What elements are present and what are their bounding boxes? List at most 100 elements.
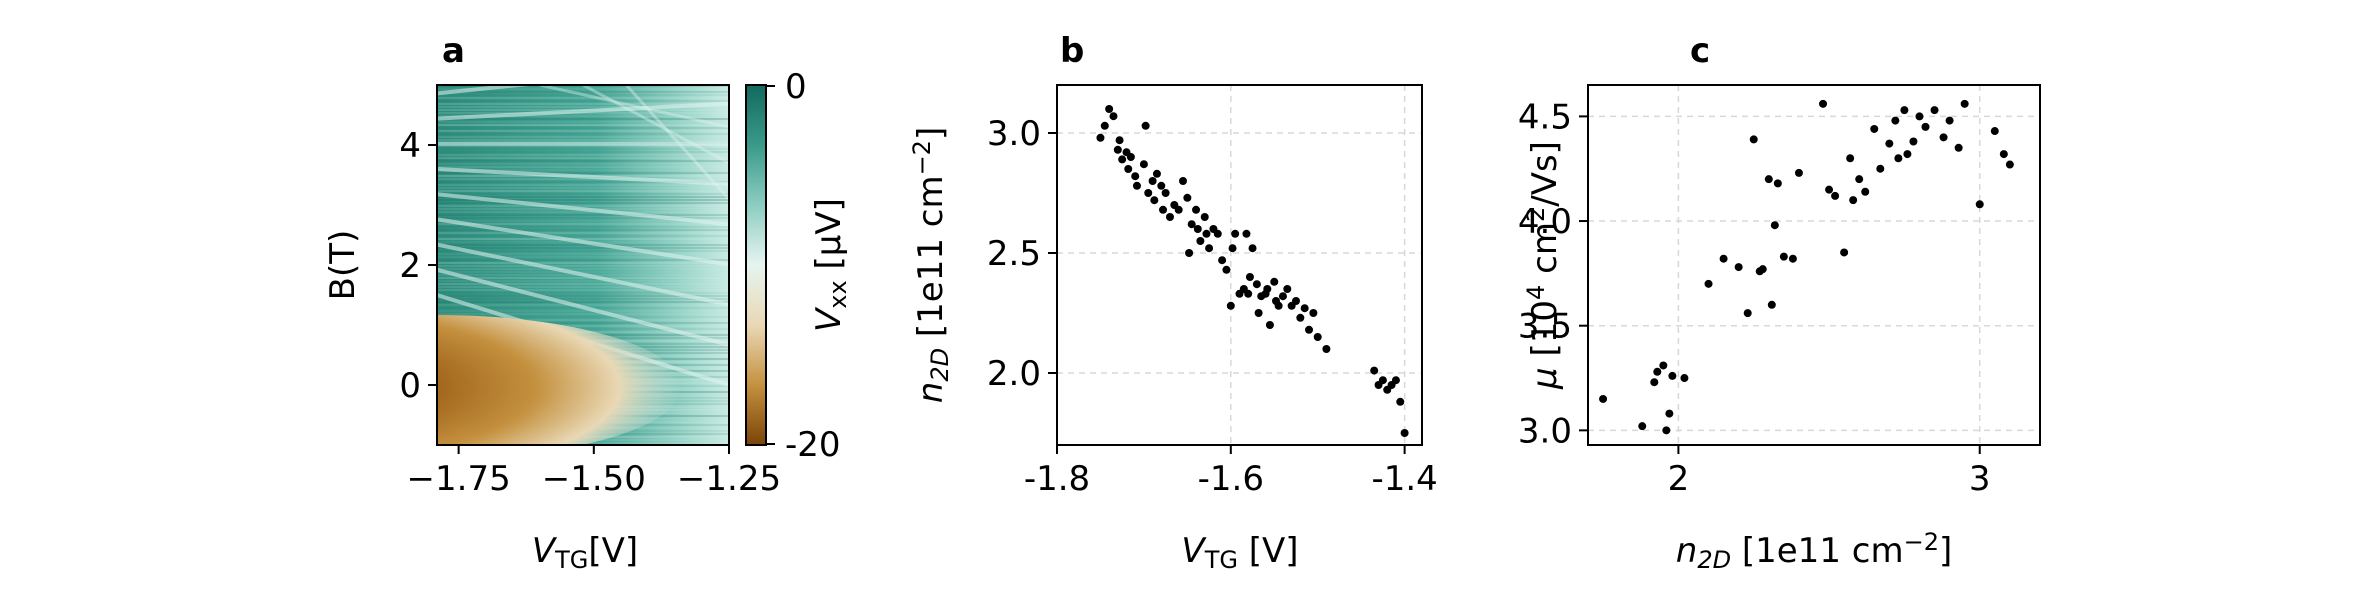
panel-b-point (1159, 205, 1168, 214)
heatmap-stripe (437, 181, 729, 183)
panel-c-point (1921, 122, 1930, 131)
heatmap-stripe (437, 148, 729, 150)
panel-c-point (1945, 116, 1954, 125)
panel-c-point (1831, 191, 1840, 200)
panel-b-point (1228, 244, 1237, 253)
heatmap-stripe (437, 289, 729, 291)
a-xtick-label: −1.50 (542, 459, 646, 499)
heatmap-fan-line (625, 85, 729, 201)
heatmap-stripe (437, 187, 729, 189)
heatmap-stripe (437, 115, 729, 117)
panel-c-point (1861, 187, 1870, 196)
heatmap-stripe (437, 316, 729, 318)
panel-b-xlabel: VTG [V] (1181, 531, 1298, 574)
heatmap-stripe (437, 217, 729, 219)
panel-c-point (1849, 196, 1858, 205)
heatmap-stripe (437, 301, 729, 303)
panel-c-point (1680, 374, 1689, 383)
panel-c-point (1903, 150, 1912, 159)
heatmap-stripe (437, 223, 729, 225)
panel-b-point (1126, 153, 1135, 161)
panel-b-point (1400, 429, 1409, 437)
c-ytick-label: 4.0 (1518, 202, 1572, 242)
b-ytick-label: 2.0 (987, 354, 1041, 394)
panel-c-point (1599, 394, 1608, 403)
panel-b-point (1124, 165, 1133, 173)
panel-c-point (1653, 367, 1662, 376)
heatmap-stripe (437, 247, 729, 249)
heatmap-stripe (437, 238, 729, 240)
panel-b-point (1378, 376, 1387, 385)
panel-b-point (1192, 205, 1201, 214)
panel-b-points (1096, 105, 1409, 437)
panel-a-x-axis: −1.75 −1.50 −1.25 (407, 445, 781, 499)
panel-c-point (1734, 263, 1743, 272)
heatmap-stripe (437, 304, 729, 306)
panel-c-point (1764, 175, 1773, 184)
panel-b-point (1150, 196, 1159, 205)
heatmap-stripe (437, 118, 729, 120)
heatmap-stripe (437, 88, 729, 90)
heatmap-low-field-region (437, 315, 682, 445)
heatmap-stripe (437, 271, 729, 273)
heatmap-stripe (437, 292, 729, 294)
heatmap-fan-line (437, 217, 729, 267)
panel-b-point (1213, 229, 1222, 238)
panel-c-point (1885, 139, 1894, 148)
panel-b-point (1370, 366, 1379, 375)
panel-b-point (1391, 376, 1400, 385)
panel-b-point (1252, 280, 1261, 289)
heatmap-stripe (437, 145, 729, 147)
b-xtick-label: -1.8 (1024, 459, 1090, 499)
heatmap-stripe (437, 325, 729, 327)
heatmap-stripe (437, 328, 729, 330)
heatmap-stripe (437, 229, 729, 231)
panel-b-point (1242, 229, 1251, 238)
panel-b-point (1202, 229, 1211, 238)
panel-b-point (1278, 292, 1287, 301)
panel-b-point (1313, 333, 1322, 341)
panel-b-y-axis: 2.0 2.5 3.0 (987, 114, 1057, 394)
panel-b-point (1115, 136, 1124, 145)
panel-c-label: c (1690, 31, 1710, 71)
heatmap-fan-line (437, 101, 729, 121)
panel-b-point (1187, 220, 1196, 229)
heatmap-stripe (437, 139, 729, 141)
panel-c-y-axis: 3.0 3.5 4.0 4.5 (1518, 97, 1588, 451)
panel-b-point (1283, 285, 1292, 293)
c-ytick-label: 3.0 (1518, 411, 1572, 451)
panel-b-point (1113, 145, 1122, 154)
c-ytick-label: 3.5 (1518, 307, 1572, 347)
panel-c-point (1767, 300, 1776, 309)
panel-c-point (1758, 265, 1767, 274)
heatmap-stripe (437, 277, 729, 279)
panel-b-point (1300, 304, 1309, 313)
c-xtick-label: 2 (1668, 459, 1690, 499)
panel-c-point (1939, 133, 1948, 142)
panel-c-point (1846, 154, 1855, 163)
panel-b-point (1200, 213, 1209, 221)
heatmap-area (437, 85, 729, 445)
heatmap-stripe (437, 256, 729, 258)
panel-a-y-axis: 0 2 4 (399, 126, 437, 406)
panel-c-point (1668, 371, 1677, 380)
panel-b-point (1157, 181, 1166, 190)
panel-c-point (1650, 378, 1659, 387)
heatmap-stripe (437, 268, 729, 270)
panel-b-point (1165, 213, 1174, 221)
heatmap-stripe (437, 283, 729, 285)
panel-c-point (1900, 106, 1909, 115)
colorbar-label: Vxx [μV] (809, 198, 852, 332)
heatmap-stripe (437, 211, 729, 213)
panel-c-point (1779, 252, 1788, 261)
panel-c-grid (1588, 85, 2040, 445)
panel-c-point (1788, 254, 1797, 263)
panel-b-point (1305, 325, 1314, 334)
heatmap-stripe (437, 97, 729, 99)
panel-b-point (1105, 105, 1114, 113)
b-xtick-label: -1.4 (1371, 459, 1437, 499)
panel-c-point (1990, 127, 1999, 136)
heatmap-stripe (437, 154, 729, 156)
panel-b-x-axis: -1.8 -1.6 -1.4 (1024, 445, 1438, 499)
